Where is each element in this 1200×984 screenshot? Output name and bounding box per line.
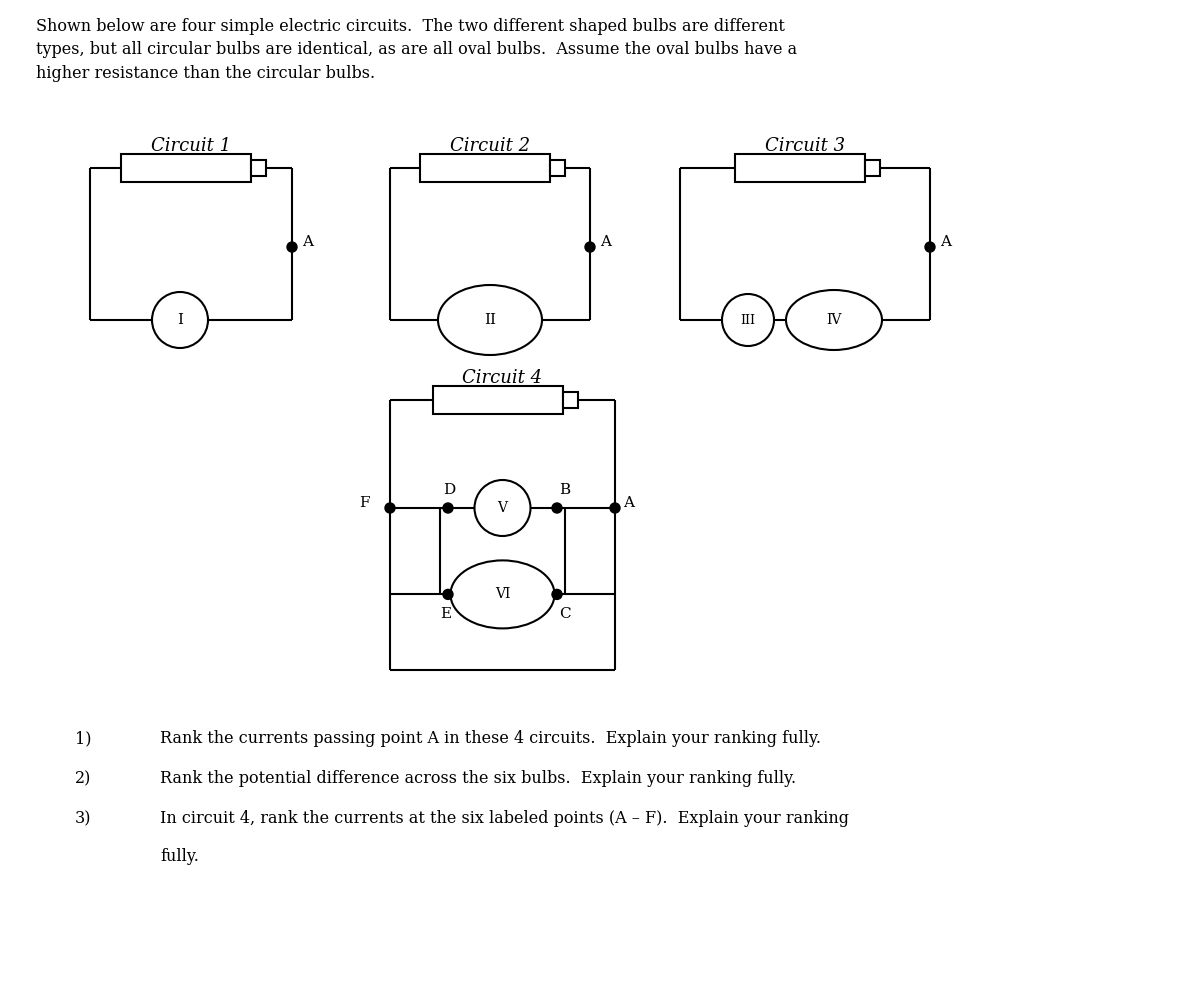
- Circle shape: [474, 480, 530, 536]
- Bar: [432, 386, 563, 414]
- Bar: [420, 154, 550, 182]
- Text: fully.: fully.: [160, 848, 199, 865]
- Text: Shown below are four simple electric circuits.  The two different shaped bulbs a: Shown below are four simple electric cir…: [36, 18, 797, 82]
- Bar: [121, 154, 251, 182]
- Text: II: II: [484, 313, 496, 327]
- Circle shape: [925, 242, 935, 252]
- Text: Circuit 3: Circuit 3: [764, 137, 845, 155]
- Text: Rank the currents passing point A in these 4 circuits.  Explain your ranking ful: Rank the currents passing point A in the…: [160, 730, 821, 747]
- Ellipse shape: [438, 285, 542, 355]
- Bar: [550, 160, 565, 176]
- Text: Circuit 4: Circuit 4: [462, 369, 542, 387]
- Text: A: A: [623, 496, 634, 510]
- Text: 3): 3): [74, 810, 91, 827]
- Text: Circuit 2: Circuit 2: [450, 137, 530, 155]
- Circle shape: [287, 242, 298, 252]
- Circle shape: [152, 292, 208, 348]
- Text: B: B: [559, 483, 570, 497]
- Circle shape: [385, 503, 395, 513]
- Text: 1): 1): [74, 730, 91, 747]
- Text: IV: IV: [827, 313, 841, 327]
- Circle shape: [722, 294, 774, 346]
- Text: E: E: [440, 607, 451, 622]
- Bar: [563, 393, 578, 407]
- Bar: [251, 160, 266, 176]
- Ellipse shape: [786, 290, 882, 350]
- Text: In circuit 4, rank the currents at the six labeled points (A – F).  Explain your: In circuit 4, rank the currents at the s…: [160, 810, 850, 827]
- Bar: [865, 160, 881, 176]
- Text: D: D: [443, 483, 455, 497]
- Text: I: I: [178, 313, 182, 327]
- Bar: [734, 154, 865, 182]
- Ellipse shape: [450, 561, 554, 629]
- Text: Circuit 1: Circuit 1: [151, 137, 232, 155]
- Text: A: A: [940, 235, 952, 249]
- Text: III: III: [740, 314, 756, 327]
- Circle shape: [586, 242, 595, 252]
- Text: F: F: [360, 496, 370, 510]
- Circle shape: [443, 503, 454, 513]
- Text: 2): 2): [74, 770, 91, 787]
- Circle shape: [610, 503, 620, 513]
- Circle shape: [443, 589, 454, 599]
- Text: Rank the potential difference across the six bulbs.  Explain your ranking fully.: Rank the potential difference across the…: [160, 770, 796, 787]
- Circle shape: [552, 503, 562, 513]
- Circle shape: [552, 589, 562, 599]
- Text: V: V: [498, 501, 508, 515]
- Text: VI: VI: [494, 587, 510, 601]
- Text: A: A: [600, 235, 611, 249]
- Text: C: C: [559, 607, 571, 622]
- Text: A: A: [302, 235, 313, 249]
